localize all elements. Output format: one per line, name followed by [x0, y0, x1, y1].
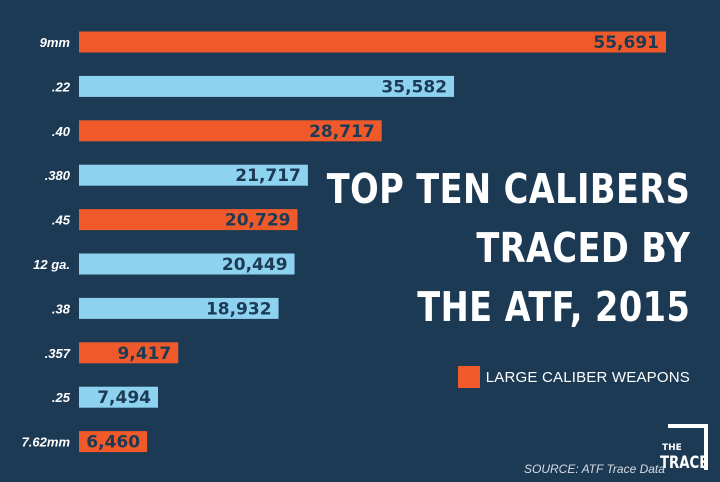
bar — [79, 342, 179, 364]
value-label: 18,932 — [206, 299, 272, 319]
category-label: 12 ga. — [33, 257, 70, 272]
legend: LARGE CALIBER WEAPONS — [457, 366, 690, 388]
chart-title-line-2: TRACED BY — [476, 224, 690, 272]
bar — [79, 431, 148, 453]
logo-frame — [668, 424, 708, 470]
bar — [79, 209, 298, 231]
value-label: 21,717 — [235, 166, 301, 186]
category-label: .40 — [52, 124, 71, 139]
category-label: 7.62mm — [22, 435, 71, 450]
the-trace-logo: THE TRACE — [658, 422, 714, 478]
value-label: 28,717 — [309, 122, 375, 142]
bar — [79, 75, 455, 97]
category-label: .45 — [52, 213, 71, 228]
chart-title-line-3: THE ATF, 2015 — [416, 283, 690, 331]
bar — [79, 253, 295, 275]
category-label: .380 — [45, 168, 71, 183]
category-label: .38 — [52, 301, 71, 316]
bar — [79, 386, 158, 408]
logo-name-text: TRACE — [660, 453, 709, 473]
legend-label: LARGE CALIBER WEAPONS — [485, 368, 690, 386]
chart-title-line-1: TOP TEN CALIBERS — [326, 165, 690, 213]
value-label: 20,729 — [225, 211, 291, 231]
value-label: 55,691 — [593, 33, 659, 53]
value-label: 9,417 — [117, 344, 171, 364]
bar — [79, 31, 666, 53]
legend-swatch — [457, 366, 480, 388]
category-label: .22 — [52, 79, 71, 94]
value-label: 7,494 — [97, 388, 151, 408]
category-label: 9mm — [40, 35, 71, 50]
category-label: .357 — [45, 346, 71, 361]
category-label: .25 — [52, 390, 71, 405]
value-label: 35,582 — [381, 77, 447, 97]
logo-the-text: THE — [662, 443, 682, 453]
bar — [79, 120, 382, 142]
chart-title: TOP TEN CALIBERS TRACED BY THE ATF, 2015 — [327, 160, 690, 337]
bar — [79, 164, 308, 186]
value-label: 20,449 — [222, 255, 288, 275]
value-label: 6,460 — [86, 433, 140, 453]
bar — [79, 297, 279, 319]
source-note: SOURCE: ATF Trace Data — [524, 462, 665, 476]
